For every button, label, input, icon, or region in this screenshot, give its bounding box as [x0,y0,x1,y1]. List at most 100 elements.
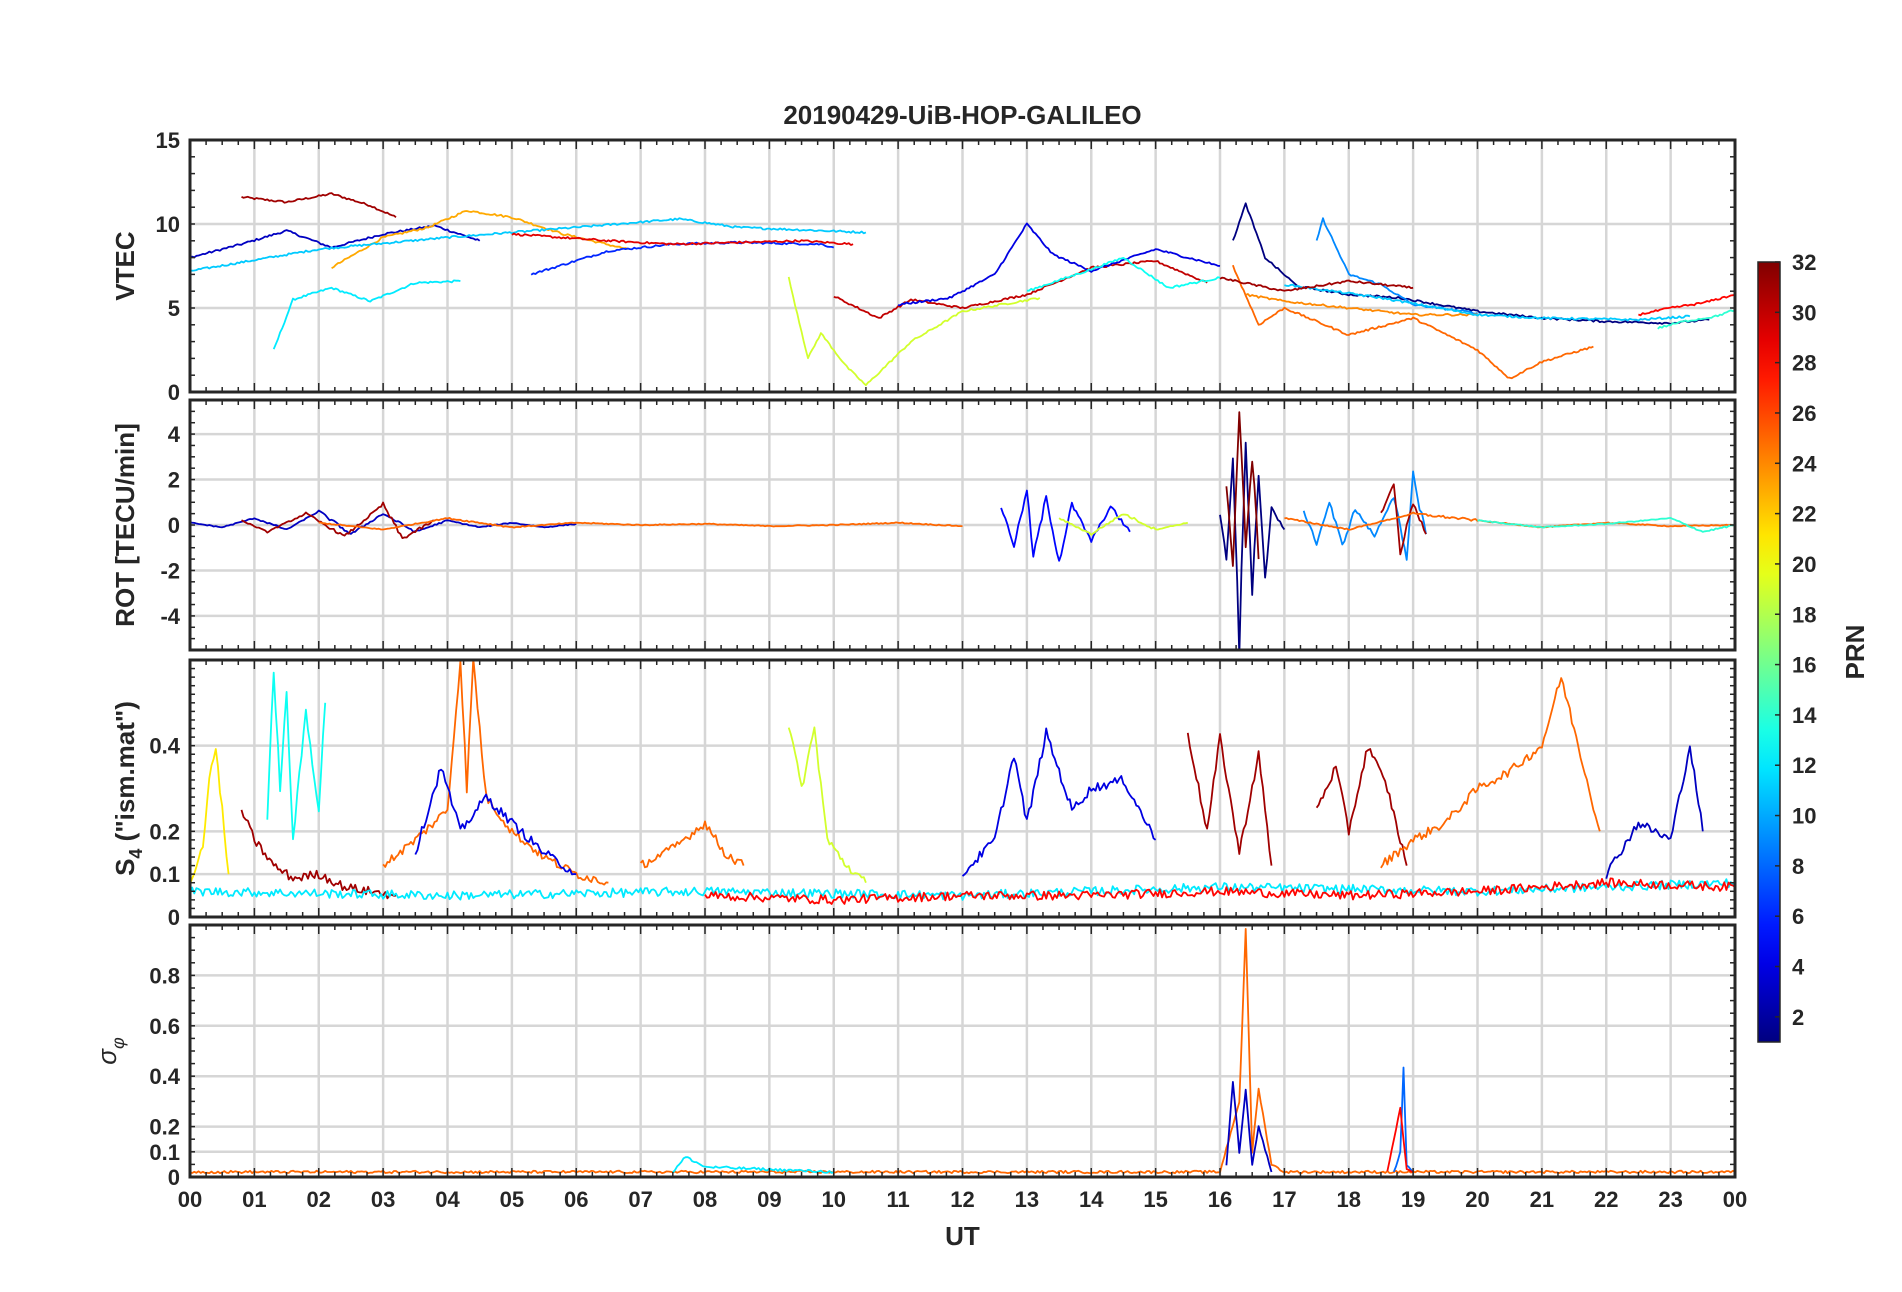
y-tick-label: 4 [168,422,181,447]
x-tick-label: 04 [435,1187,460,1212]
x-tick-label: 00 [1723,1187,1747,1212]
colorbar-tick-label: 18 [1792,602,1816,627]
series-line-prn-31 [1380,483,1427,556]
x-tick-label: 16 [1208,1187,1232,1212]
series-line-prn-31 [241,192,397,218]
series-line-prn-5 [1000,489,1131,562]
series-line-prn-13 [266,671,327,841]
series-line-prn-25 [1380,677,1601,869]
colorbar-tick-label: 14 [1792,703,1817,728]
y-label-sub: 4 [126,849,146,859]
y-tick-label: 0.4 [149,734,180,759]
y-tick-label: 15 [156,128,180,153]
y-tick-label: 0 [168,380,180,405]
colorbar-tick-label: 6 [1792,904,1804,929]
panel-rot: -4 -2 0 2 4 ROT [TECU/min] [110,398,1737,652]
series-line-prn-25 [318,516,963,531]
x-tick-label: 00 [178,1187,202,1212]
series-line-prn-14 [1657,308,1735,330]
panel-frame [188,658,1737,919]
x-tick-label: 05 [500,1187,524,1212]
series-line-prn-4 [961,727,1157,877]
x-tick-label: 18 [1337,1187,1361,1212]
series-line-prn-31 [1186,732,1273,866]
x-tick-label: 19 [1401,1187,1425,1212]
x-tick-label: 07 [628,1187,652,1212]
series-line-prn-25 [639,820,745,869]
y-label-sub: φ [108,1037,128,1049]
series-line-prn-12 [672,1156,835,1174]
x-tick-label: 14 [1079,1187,1104,1212]
series-line-prn-4 [898,222,1221,307]
colorbar-tick-label: 10 [1792,804,1816,829]
colorbar-label: PRN [1840,625,1870,680]
series-line-prn-24 [1245,293,1478,317]
series-line-prn-19 [787,726,867,884]
colorbar-tick-label: 12 [1792,753,1816,778]
y-axis-label-s4: S4 ("ism.mat") [110,701,146,876]
x-tick-label: 08 [693,1187,717,1212]
x-tick-label: 11 [886,1187,909,1212]
series-line-prn-31 [241,501,435,539]
y-label-rest: ("ism.mat") [110,701,140,848]
x-tick-label: 13 [1015,1187,1039,1212]
x-tick-label: 12 [950,1187,974,1212]
colorbar-tick-label: 32 [1792,250,1816,275]
colorbar-tick-label: 16 [1792,653,1816,678]
series-group [190,411,1735,650]
y-label-main: σ [92,1048,122,1065]
panel-frame [188,138,1737,394]
series-line-prn-11 [190,217,867,272]
y-tick-label: 0.4 [149,1064,180,1089]
y-tick-label: 0.2 [149,819,180,844]
x-tick-label: 02 [307,1187,331,1212]
y-tick-label: 0.1 [149,862,180,887]
y-tick-label: 0 [168,1165,180,1190]
colorbar-tick-label: 2 [1792,1005,1804,1030]
series-group [190,192,1735,387]
colorbar-tick-label: 26 [1792,401,1816,426]
panel-vtec: 0 5 10 15 VTEC [110,128,1737,405]
series-line-prn-28 [1386,1106,1414,1173]
y-label-main: S [110,859,140,876]
series-line-prn-21 [190,748,230,885]
series-line-prn-31 [1315,748,1408,866]
y-tick-label: 5 [168,296,180,321]
x-tick-label: 22 [1594,1187,1618,1212]
colorbar-tick-label: 4 [1792,955,1805,980]
y-tick-label: -2 [160,558,180,583]
series-line-prn-32 [1225,411,1260,567]
series-line-prn-14 [1477,517,1735,533]
colorbar-tick-label: 24 [1792,451,1817,476]
y-axis-label-sigma_phi: σφ [92,1037,128,1065]
series-line-prn-13 [1026,256,1221,292]
x-tick-label: 09 [757,1187,781,1212]
x-axis: 00 01 02 03 04 05 06 07 08 09 10 11 12 13 14 15 16 17 18 19… [178,1187,1747,1212]
series-line-prn-29 [511,232,854,246]
x-tick-label: 21 [1530,1187,1554,1212]
y-tick-label: -4 [160,604,180,629]
x-tick-label: 23 [1658,1187,1682,1212]
y-axis-label-vtec: VTEC [110,231,140,301]
panel-frame [188,398,1737,652]
colorbar-tick-label: 8 [1792,854,1804,879]
series-line-prn-12 [272,279,461,350]
series-line-prn-4 [414,768,577,876]
colorbar-tick-label: 20 [1792,552,1816,577]
series-line-prn-19 [787,276,1041,387]
x-tick-label: 20 [1465,1187,1489,1212]
x-tick-label: 03 [371,1187,395,1212]
colorbar-tick-label: 28 [1792,351,1816,376]
series-line-prn-3 [190,509,577,535]
panel-sigma_phi: 00.10.2 0.4 0.6 0.8 σφ [92,923,1737,1190]
series-line-prn-1 [1219,441,1286,650]
series-line-prn-12 [190,878,1735,901]
x-tick-label: 01 [242,1187,266,1212]
x-tick-label: 10 [822,1187,846,1212]
series-line-prn-25 [1232,264,1594,380]
series-line-prn-3 [1225,1081,1273,1173]
x-tick-label: 06 [564,1187,588,1212]
y-tick-label: 0 [168,905,180,930]
